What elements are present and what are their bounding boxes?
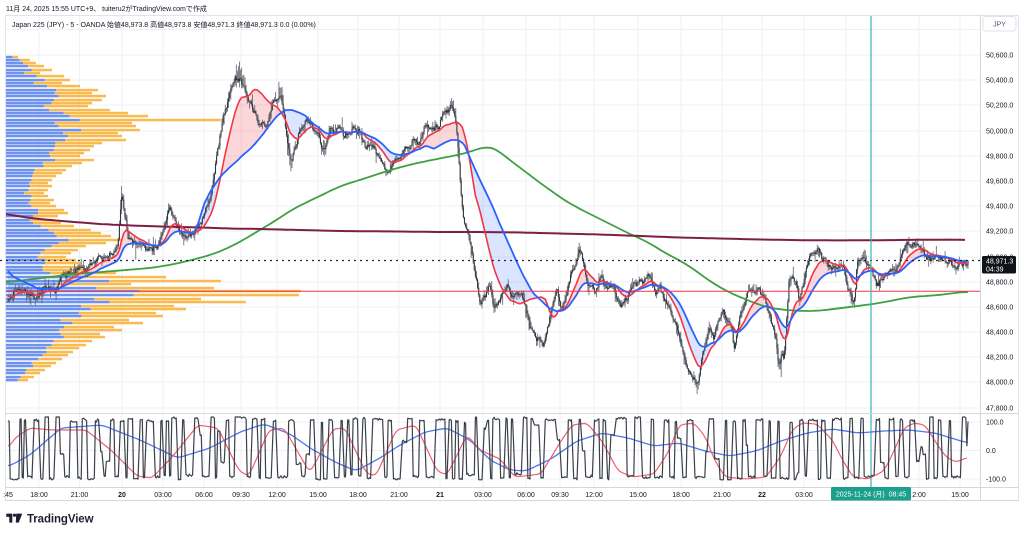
svg-text:03:00: 03:00 xyxy=(795,492,813,499)
svg-text:15:00: 15:00 xyxy=(309,492,327,499)
svg-text:06:00: 06:00 xyxy=(517,492,535,499)
svg-text:21:00: 21:00 xyxy=(713,492,731,499)
svg-text:09:30: 09:30 xyxy=(551,492,569,499)
svg-text:49,800.0: 49,800.0 xyxy=(986,154,1013,161)
svg-text:12:00: 12:00 xyxy=(268,492,286,499)
svg-text:49,600.0: 49,600.0 xyxy=(986,179,1013,186)
svg-text:48,971.3: 48,971.3 xyxy=(986,259,1013,266)
svg-text:48,000.0: 48,000.0 xyxy=(986,380,1013,387)
svg-text:09:30: 09:30 xyxy=(232,492,250,499)
svg-text:-100.0: -100.0 xyxy=(986,477,1006,484)
svg-text:03:00: 03:00 xyxy=(154,492,172,499)
svg-text:18:00: 18:00 xyxy=(349,492,367,499)
svg-text:49,400.0: 49,400.0 xyxy=(986,204,1013,211)
svg-text:50,000.0: 50,000.0 xyxy=(986,129,1013,136)
svg-text:Japan 225 (JPY) - 5 - OANDA 始: Japan 225 (JPY) - 5 - OANDA 始値48,973.8 高… xyxy=(12,20,316,29)
svg-text:50,600.0: 50,600.0 xyxy=(986,53,1013,60)
svg-text:21:00: 21:00 xyxy=(71,492,89,499)
svg-text:22: 22 xyxy=(758,492,766,499)
svg-text:48,400.0: 48,400.0 xyxy=(986,330,1013,337)
svg-text:06:00: 06:00 xyxy=(195,492,213,499)
svg-text:JPY: JPY xyxy=(993,22,1006,29)
svg-text:15:00: 15:00 xyxy=(629,492,647,499)
svg-text:49,200.0: 49,200.0 xyxy=(986,229,1013,236)
svg-text:48,800.0: 48,800.0 xyxy=(986,280,1013,287)
svg-text:48,600.0: 48,600.0 xyxy=(986,305,1013,312)
svg-text:11月 24, 2025 15:55 UTC+9、 tuit: 11月 24, 2025 15:55 UTC+9、 tuiteru2がTradi… xyxy=(6,4,207,13)
svg-text:48,200.0: 48,200.0 xyxy=(986,355,1013,362)
svg-text:2025-11-24 (月) 08:45: 2025-11-24 (月) 08:45 xyxy=(836,491,906,499)
svg-text:2:00: 2:00 xyxy=(912,492,926,499)
svg-text:50,400.0: 50,400.0 xyxy=(986,78,1013,85)
svg-text:TradingView: TradingView xyxy=(27,514,94,526)
svg-text:0.0: 0.0 xyxy=(986,448,996,455)
svg-text:20: 20 xyxy=(118,492,126,499)
svg-text::45: :45 xyxy=(3,492,13,499)
svg-text:21:00: 21:00 xyxy=(390,492,408,499)
svg-text:03:00: 03:00 xyxy=(474,492,492,499)
svg-text:04:39: 04:39 xyxy=(986,267,1004,274)
svg-text:50,200.0: 50,200.0 xyxy=(986,103,1013,110)
svg-text:47,800.0: 47,800.0 xyxy=(986,406,1013,413)
svg-text:18:00: 18:00 xyxy=(672,492,690,499)
svg-text:18:00: 18:00 xyxy=(30,492,48,499)
svg-text:21: 21 xyxy=(436,492,444,499)
svg-text:100.0: 100.0 xyxy=(986,420,1004,427)
svg-text:12:00: 12:00 xyxy=(585,492,603,499)
svg-text:15:00: 15:00 xyxy=(951,492,969,499)
